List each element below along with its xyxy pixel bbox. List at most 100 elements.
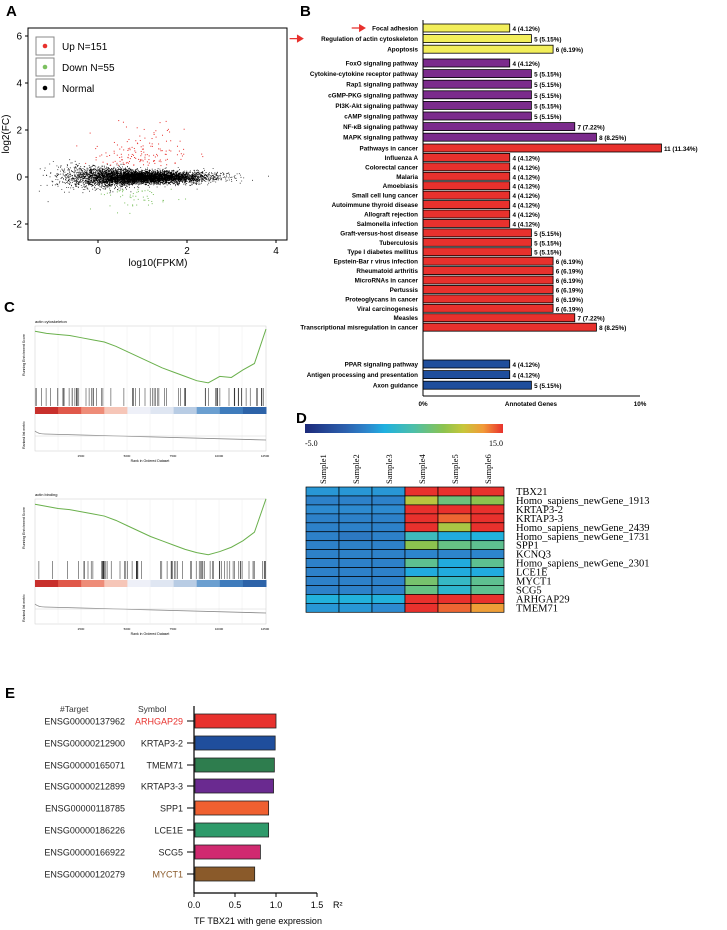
bar	[194, 735, 276, 751]
symbol-label: MYCT1	[152, 870, 183, 880]
rank-color-bar-segment	[173, 407, 198, 414]
x-axis-unit: R²	[333, 900, 343, 910]
rank-color-bar-segment	[81, 580, 105, 587]
up-point	[127, 149, 129, 151]
x-tick-label: 7500	[170, 627, 177, 631]
x-tick-label: 4	[273, 246, 279, 257]
symbol-label: ARHGAP29	[135, 717, 183, 727]
heatmap-cell	[404, 567, 439, 577]
up-points	[76, 120, 204, 167]
heatmap-cell	[437, 585, 472, 595]
down-point	[117, 212, 119, 214]
up-point	[183, 148, 185, 150]
bar-row: Small cell lung cancer 4 (4.12%)	[352, 190, 540, 200]
up-point	[127, 162, 129, 164]
rank-color-bar-segment	[35, 580, 59, 587]
up-point	[131, 155, 133, 157]
column-label: Sample5	[450, 454, 460, 484]
gene-label: TBX21	[516, 487, 548, 498]
bar-row: Proteoglycans in cancer 6 (6.19%)	[345, 294, 583, 304]
down-point	[109, 205, 111, 207]
x-tick-label: 10000	[215, 454, 224, 458]
x-tick-label: 5000	[124, 627, 131, 631]
up-point	[144, 158, 146, 160]
x-tick-label: 0.5	[229, 900, 242, 910]
heatmap-row: KRTAP3-2	[305, 504, 563, 516]
bar-label: Proteoglycans in cancer	[345, 296, 418, 303]
heatmap-cell	[437, 486, 472, 497]
up-point	[149, 142, 151, 144]
bar	[422, 190, 511, 200]
up-point	[151, 143, 153, 145]
up-point	[121, 159, 123, 161]
bar	[422, 303, 554, 313]
bar-label: PPAR signaling pathway	[345, 362, 419, 369]
bar-value-label: 11 (11.34%)	[664, 146, 698, 153]
bar-value-label: 6 (6.19%)	[556, 269, 583, 276]
y-tick-label: 2	[16, 126, 22, 137]
gene-label: TMEM71	[516, 603, 558, 614]
bar	[422, 23, 511, 33]
heatmap-cell	[404, 513, 439, 524]
down-point	[147, 189, 149, 191]
up-point	[134, 157, 136, 159]
heatmap-cell	[371, 567, 406, 577]
heatmap-panel-d: -5.0 15.0 Sample1 Sample2 Sample3 Sample4 Samp…	[305, 424, 650, 614]
up-point	[123, 163, 125, 165]
rank-color-bar-segment	[173, 580, 198, 587]
symbol-label: KRTAP3-2	[141, 739, 183, 749]
bar-value-label: 7 (7.22%)	[577, 125, 604, 132]
bar-row: cGMP-PKG signaling pathway 5 (5.15%)	[328, 90, 561, 100]
heatmap-cell	[338, 513, 373, 524]
heatmap-cell	[305, 558, 340, 568]
up-point	[95, 159, 97, 161]
up-point	[144, 137, 146, 139]
bar-label: Malaria	[396, 174, 418, 181]
enrichment-score-line	[34, 498, 267, 556]
bar-value-label: 5 (5.15%)	[534, 103, 561, 110]
bar	[422, 219, 511, 228]
heatmap-cell	[470, 531, 505, 542]
bar	[422, 132, 597, 142]
heatmap-cell	[404, 486, 439, 497]
bar-row: Malaria 4 (4.12%)	[396, 171, 540, 181]
up-point	[143, 151, 145, 153]
down-point	[122, 189, 124, 191]
gene-label: Homo_sapiens_newGene_1913	[516, 496, 650, 507]
x-axis-label: TF TBX21 with gene expression	[194, 916, 322, 926]
column-label: Sample2	[351, 454, 361, 484]
bar	[194, 713, 277, 729]
bar-row: Autoimmune thyroid disease 4 (4.12%)	[332, 200, 540, 210]
bar-row: Rap1 signaling pathway 5 (5.15%)	[346, 79, 561, 89]
up-point	[99, 155, 101, 157]
rank-color-bar-segment	[219, 407, 244, 414]
up-point	[106, 155, 108, 157]
up-point	[126, 141, 128, 143]
up-point	[183, 153, 185, 155]
up-point	[154, 156, 156, 158]
up-point	[159, 159, 161, 161]
down-point	[100, 193, 102, 195]
up-point	[127, 157, 129, 159]
heatmap-cell	[371, 549, 406, 559]
up-point	[143, 164, 145, 166]
heatmap-cell	[305, 594, 340, 604]
bar-value-label: 4 (4.12%)	[513, 373, 540, 380]
heatmap-cell	[470, 495, 505, 506]
bar-row: Salmonella infection 4 (4.12%)	[357, 219, 540, 228]
down-point	[144, 190, 146, 192]
up-point	[169, 131, 171, 133]
x-tick-label: 12500	[261, 454, 270, 458]
up-point	[119, 157, 121, 159]
bar-value-label: 6 (6.19%)	[556, 297, 583, 304]
heatmap-cell	[338, 602, 373, 613]
bar-label: Measles	[393, 315, 418, 322]
y-axis-label: Running Enrichment Score	[22, 507, 26, 549]
down-point	[147, 197, 149, 199]
bar-value-label: 4 (4.12%)	[513, 61, 540, 68]
up-point	[176, 154, 178, 156]
up-point	[174, 162, 176, 164]
bar-label: Apoptosis	[387, 47, 418, 54]
up-point	[139, 140, 141, 142]
heatmap-cell	[371, 602, 406, 613]
